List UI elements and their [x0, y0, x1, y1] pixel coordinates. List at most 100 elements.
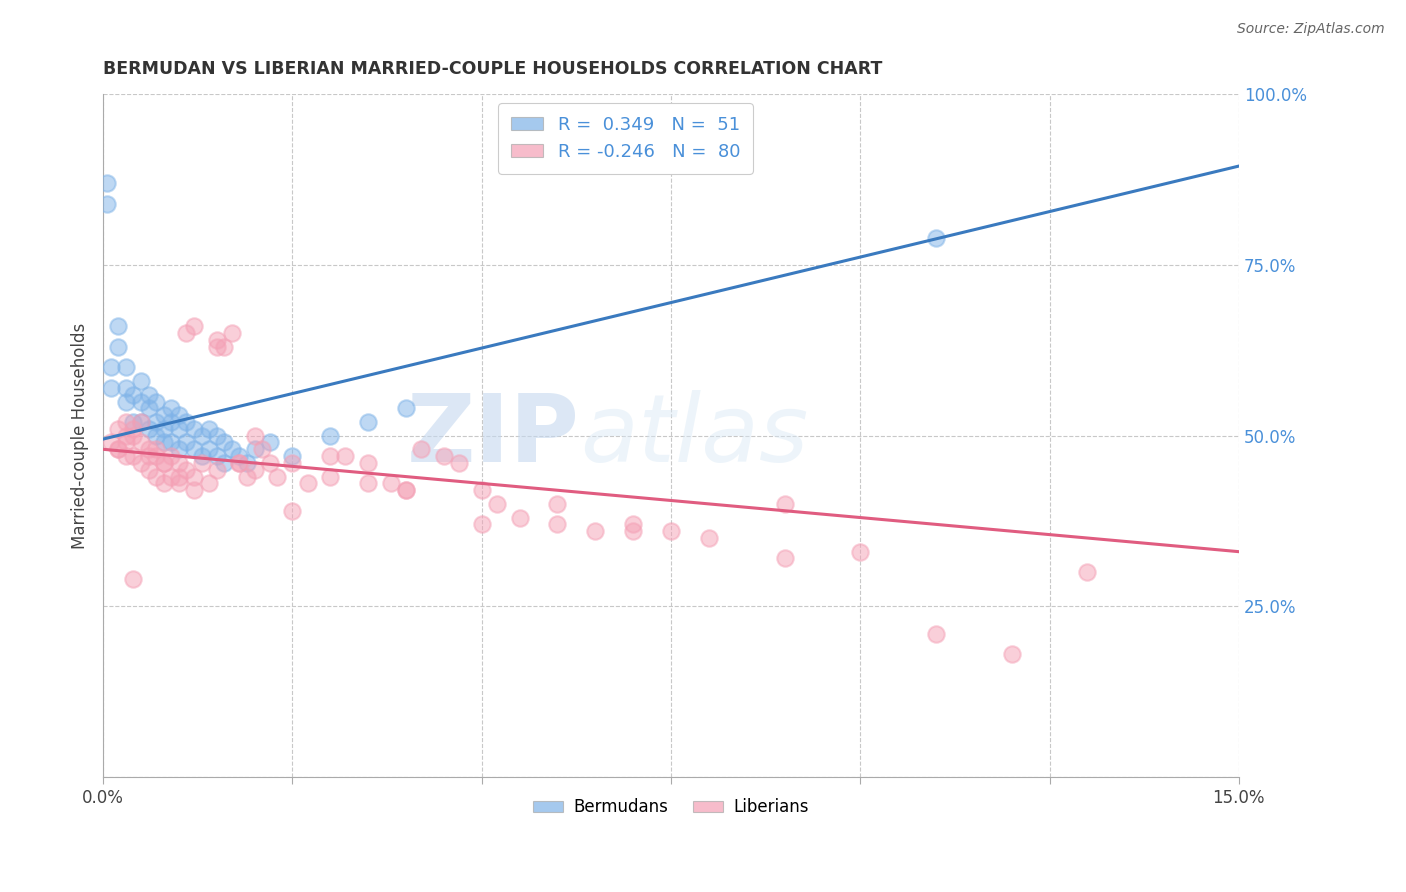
Point: [357, 476, 380, 491]
Point: [115, 449, 138, 463]
Point: [236, 456, 259, 470]
Point: [152, 435, 174, 450]
Point: [621, 524, 644, 539]
Point: [122, 387, 145, 401]
Point: [621, 517, 644, 532]
Point: [411, 442, 433, 457]
Point: [697, 531, 720, 545]
Point: [259, 456, 281, 470]
Point: [849, 544, 872, 558]
Point: [115, 381, 138, 395]
Point: [190, 428, 212, 442]
Point: [138, 442, 160, 457]
Point: [447, 456, 470, 470]
Point: [250, 442, 273, 457]
Point: [138, 463, 160, 477]
Point: [357, 415, 380, 429]
Point: [122, 422, 145, 436]
Point: [138, 422, 160, 436]
Point: [167, 422, 190, 436]
Point: [152, 476, 174, 491]
Point: [183, 319, 205, 334]
Point: [176, 326, 198, 341]
Point: [281, 449, 304, 463]
Point: [115, 415, 138, 429]
Text: Source: ZipAtlas.com: Source: ZipAtlas.com: [1237, 22, 1385, 37]
Y-axis label: Married-couple Households: Married-couple Households: [72, 323, 89, 549]
Point: [221, 442, 243, 457]
Point: [583, 524, 606, 539]
Point: [259, 435, 281, 450]
Point: [205, 463, 228, 477]
Point: [145, 449, 167, 463]
Point: [198, 422, 221, 436]
Point: [509, 510, 531, 524]
Point: [122, 449, 145, 463]
Point: [228, 456, 250, 470]
Point: [100, 381, 122, 395]
Point: [395, 483, 418, 498]
Point: [183, 442, 205, 457]
Point: [190, 456, 212, 470]
Point: [152, 456, 174, 470]
Point: [160, 449, 183, 463]
Point: [145, 428, 167, 442]
Point: [380, 476, 402, 491]
Point: [96, 176, 118, 190]
Point: [138, 401, 160, 416]
Text: ZIP: ZIP: [408, 390, 581, 482]
Point: [925, 626, 948, 640]
Point: [214, 340, 236, 354]
Point: [176, 435, 198, 450]
Point: [546, 517, 568, 532]
Point: [357, 456, 380, 470]
Point: [228, 456, 250, 470]
Point: [115, 360, 138, 375]
Point: [107, 319, 129, 334]
Point: [471, 517, 494, 532]
Point: [297, 476, 319, 491]
Point: [236, 469, 259, 483]
Point: [115, 428, 138, 442]
Point: [1076, 565, 1098, 579]
Point: [243, 442, 266, 457]
Point: [167, 469, 190, 483]
Point: [107, 422, 129, 436]
Legend: Bermudans, Liberians: Bermudans, Liberians: [527, 792, 815, 823]
Point: [395, 483, 418, 498]
Point: [167, 456, 190, 470]
Point: [145, 394, 167, 409]
Point: [129, 394, 152, 409]
Point: [773, 497, 796, 511]
Point: [925, 231, 948, 245]
Point: [145, 469, 167, 483]
Point: [160, 435, 183, 450]
Point: [266, 469, 288, 483]
Point: [471, 483, 494, 498]
Point: [205, 333, 228, 347]
Text: atlas: atlas: [581, 390, 808, 481]
Point: [107, 442, 129, 457]
Point: [190, 449, 212, 463]
Point: [659, 524, 682, 539]
Point: [129, 415, 152, 429]
Point: [183, 483, 205, 498]
Point: [107, 340, 129, 354]
Point: [115, 394, 138, 409]
Point: [129, 435, 152, 450]
Point: [214, 435, 236, 450]
Point: [152, 456, 174, 470]
Point: [100, 360, 122, 375]
Point: [167, 476, 190, 491]
Point: [122, 572, 145, 586]
Point: [198, 442, 221, 457]
Point: [319, 449, 342, 463]
Point: [138, 387, 160, 401]
Point: [198, 476, 221, 491]
Point: [160, 469, 183, 483]
Point: [96, 196, 118, 211]
Point: [319, 428, 342, 442]
Point: [281, 504, 304, 518]
Point: [138, 449, 160, 463]
Point: [129, 415, 152, 429]
